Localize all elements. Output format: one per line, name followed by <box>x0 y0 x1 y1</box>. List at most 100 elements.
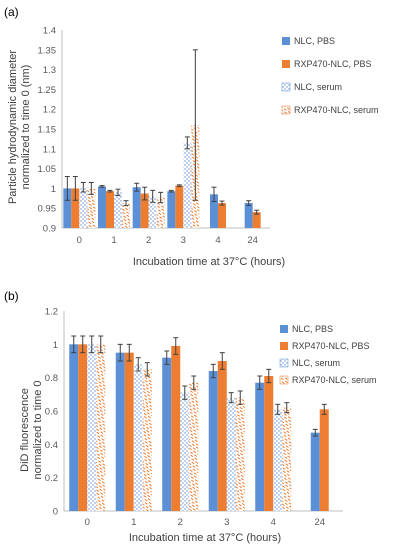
bar-rxp470-nlc-pbs <box>78 344 88 511</box>
error-bar <box>246 200 252 206</box>
bar-nlc-pbs <box>210 194 218 228</box>
error-bar <box>88 181 94 195</box>
x-tick-label: 1 <box>111 235 116 246</box>
bar-nlc-serum <box>148 196 157 228</box>
x-tick-label: 3 <box>181 235 186 246</box>
y-tick-label: 1.25 <box>38 85 57 96</box>
legend-swatch <box>279 358 289 368</box>
bar-nlc-serum <box>114 192 122 228</box>
y-tick-label: 0.95 <box>38 204 57 215</box>
bar-rxp470-nlc-pbs <box>217 361 227 511</box>
error-bar <box>150 189 156 203</box>
error-bar <box>107 189 113 193</box>
error-bar <box>89 335 95 354</box>
bar-nlc-serum <box>79 187 88 228</box>
bar-nlc-serum <box>273 409 283 511</box>
legend-label: RXP470-NLC, PBS <box>294 59 372 69</box>
chart-panel-b: (b) DiD fluorescence normalized to time … <box>4 289 377 544</box>
x-tick-label: 24 <box>314 517 325 528</box>
x-tick-label: 24 <box>247 235 258 246</box>
legend-item: RXP470-NLC, PBS <box>282 59 372 69</box>
bar-rxp470-nlc-serum <box>122 203 130 228</box>
y-tick-label: 1 <box>53 340 58 351</box>
legend-swatch <box>280 342 288 350</box>
legend: NLC, PBS RXP470-NLC, PBS NLC, serum RXP470-… <box>279 324 377 385</box>
error-bars <box>64 49 260 215</box>
legend-label: RXP470-NLC, serum <box>292 375 377 385</box>
error-bar <box>254 209 260 215</box>
bar-nlc-pbs <box>63 188 72 228</box>
bar-nlc-pbs <box>162 357 172 511</box>
error-bar <box>134 182 140 192</box>
panel-label: (b) <box>4 289 19 303</box>
bar-rxp470-nlc-serum <box>282 407 292 511</box>
error-bar <box>164 350 170 365</box>
y-tick-label: 0.4 <box>45 440 58 451</box>
error-bar <box>115 188 121 197</box>
error-bar <box>142 186 148 201</box>
error-bar <box>168 189 174 193</box>
bar-nlc-serum <box>183 142 192 228</box>
error-bar <box>219 200 225 206</box>
legend-label: NLC, serum <box>292 358 340 368</box>
bar-rxp470-nlc-serum <box>87 188 96 228</box>
y-tick-label: 1.2 <box>45 307 58 318</box>
legend-item: NLC, PBS <box>280 324 333 334</box>
panel-label: (a) <box>4 5 19 19</box>
legend-swatch <box>281 82 291 92</box>
bar-nlc-pbs <box>69 344 79 511</box>
legend-swatch <box>282 60 290 68</box>
legend-label: NLC, PBS <box>292 324 333 334</box>
bar-nlc-pbs <box>167 191 176 228</box>
error-bar <box>135 357 141 372</box>
bar-nlc-pbs <box>98 186 106 228</box>
error-bar <box>123 200 129 206</box>
y-tick-label: 1.2 <box>43 105 56 116</box>
x-tick-label: 3 <box>224 517 229 528</box>
x-tick-label: 4 <box>215 235 220 246</box>
bar-nlc-pbs <box>310 432 320 511</box>
error-bar <box>117 343 123 362</box>
bar-rxp470-nlc-pbs <box>71 188 80 228</box>
error-bar <box>98 335 104 354</box>
bar-rxp470-nlc-pbs <box>218 203 226 228</box>
bar-nlc-pbs <box>115 352 125 511</box>
error-bar <box>158 191 164 204</box>
error-bar <box>211 186 217 202</box>
x-tick-label: 4 <box>271 517 276 528</box>
bar-nlc-pbs <box>132 187 141 228</box>
y-tick-label: 0.9 <box>43 224 56 235</box>
y-axis-title-line-2: normalized to time 0 <box>32 380 44 479</box>
error-bar <box>71 335 77 354</box>
legend-swatch <box>279 375 289 385</box>
bar-rxp470-nlc-serum <box>156 197 165 228</box>
legend-item: NLC, serum <box>281 82 342 92</box>
y-tick-label: 1.4 <box>43 26 56 37</box>
error-bar <box>80 181 86 193</box>
bar-rxp470-nlc-pbs <box>319 409 329 511</box>
bar-rxp470-nlc-serum <box>96 344 106 511</box>
error-bar <box>126 343 132 362</box>
bar-nlc-serum <box>133 364 143 511</box>
error-bar <box>184 136 190 150</box>
bar-rxp470-nlc-pbs <box>106 191 114 228</box>
error-bar <box>182 385 188 400</box>
y-tick-labels: 0.9 0.95 1 1.05 1.1 1.15 1.2 1.25 1.3 1.35 1.4 <box>38 26 57 235</box>
legend-swatch <box>282 37 290 45</box>
bar-rxp470-nlc-serum <box>189 382 199 511</box>
legend-item: RXP470-NLC, serum <box>279 375 377 385</box>
error-bar <box>219 352 225 370</box>
y-tick-label: 0.6 <box>45 407 58 418</box>
bar-nlc-serum <box>180 392 190 511</box>
legend: NLC, PBS RXP470-NLC, PBS NLC, serum RXP470-… <box>281 36 379 115</box>
y-tick-label: 0.8 <box>45 373 58 384</box>
bar-rxp470-nlc-pbs <box>171 346 181 511</box>
x-tick-label: 2 <box>146 235 151 246</box>
x-tick-label: 2 <box>178 517 183 528</box>
error-bar <box>284 402 290 414</box>
bars <box>63 125 261 228</box>
bar-nlc-pbs <box>244 203 253 228</box>
error-bar <box>173 337 179 355</box>
y-axis-title: Particle hydrodynamic diameter normalize… <box>7 50 32 204</box>
bar-rxp470-nlc-serum <box>142 369 152 511</box>
